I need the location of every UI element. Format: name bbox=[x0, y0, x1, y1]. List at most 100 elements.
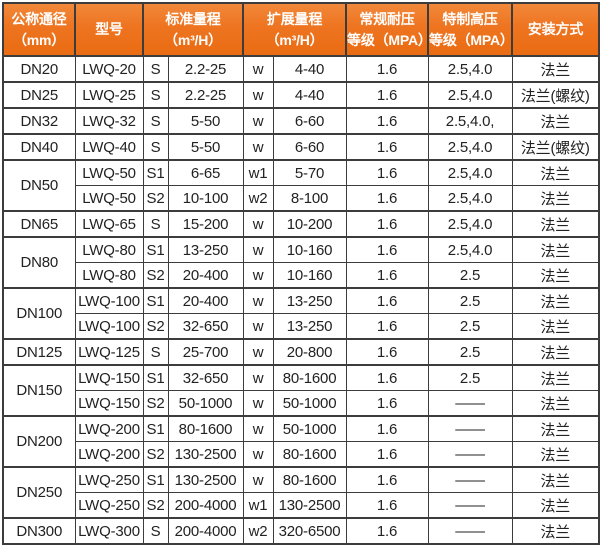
high-pressure-cell: —— bbox=[427, 441, 513, 468]
w-code-cell: w1 bbox=[242, 159, 274, 186]
model-cell: LWQ-300 bbox=[74, 517, 144, 545]
table-row: DN40 LWQ-40 S 5-50 w 6-60 1.6 2.5,4.0 法兰(螺纹) bbox=[2, 133, 600, 161]
high-pressure-cell: 2.5,4.0, bbox=[427, 107, 513, 135]
s-code-cell: S bbox=[142, 338, 169, 366]
standard-range-cell: 130-2500 bbox=[167, 441, 244, 468]
install-cell: 法兰(螺纹) bbox=[511, 81, 600, 109]
standard-range-cell: 5-50 bbox=[167, 133, 244, 161]
high-pressure-cell: 2.5,4.0 bbox=[427, 55, 513, 83]
standard-range-cell: 130-2500 bbox=[167, 466, 244, 493]
s-code-cell: S2 bbox=[142, 492, 169, 519]
column-header-high: 特制高压 等级（MPA） bbox=[427, 2, 514, 57]
high-pressure-cell: —— bbox=[427, 390, 513, 417]
standard-range-cell: 5-50 bbox=[167, 107, 244, 135]
high-pressure-cell: 2.5 bbox=[427, 364, 513, 391]
extended-range-cell: 10-160 bbox=[272, 262, 347, 289]
extended-range-cell: 13-250 bbox=[272, 287, 347, 314]
w-code-cell: w bbox=[242, 81, 274, 109]
dn-cell: DN25 bbox=[2, 81, 76, 109]
normal-pressure-cell: 1.6 bbox=[345, 517, 429, 545]
column-header-model: 型号 bbox=[74, 2, 144, 57]
dn-cell: DN250 bbox=[2, 466, 76, 519]
s-code-cell: S1 bbox=[142, 364, 169, 391]
w-code-cell: w bbox=[242, 107, 274, 135]
s-code-cell: S1 bbox=[142, 236, 169, 263]
standard-range-cell: 15-200 bbox=[167, 210, 244, 238]
header-row: 公称通径 （mm） 型号 标准量程 （m³/H） 扩展量程 （m³/H） 常规耐压 等级… bbox=[2, 2, 600, 57]
normal-pressure-cell: 1.6 bbox=[345, 287, 429, 314]
normal-pressure-cell: 1.6 bbox=[345, 338, 429, 366]
s-code-cell: S1 bbox=[142, 466, 169, 493]
high-pressure-cell: 2.5,4.0 bbox=[427, 133, 513, 161]
normal-pressure-cell: 1.6 bbox=[345, 390, 429, 417]
normal-pressure-cell: 1.6 bbox=[345, 262, 429, 289]
table-row: DN100 LWQ-100 S1 20-400 w 13-250 1.6 2.5 法兰 bbox=[2, 287, 600, 340]
model-cell: LWQ-80 bbox=[74, 236, 144, 263]
w-code-cell: w1 bbox=[242, 492, 274, 519]
model-cell: LWQ-250 bbox=[74, 492, 144, 519]
dn-cell: DN40 bbox=[2, 133, 76, 161]
high-pressure-cell: —— bbox=[427, 492, 513, 519]
w-code-cell: w bbox=[242, 390, 274, 417]
normal-pressure-cell: 1.6 bbox=[345, 185, 429, 212]
w-code-cell: w bbox=[242, 55, 274, 83]
install-cell: 法兰 bbox=[511, 390, 600, 417]
w-code-cell: w bbox=[242, 313, 274, 340]
table-row: LWQ-80 S2 20-400 w 10-160 1.6 2.5 法兰 bbox=[3, 262, 600, 289]
table-row: DN50 LWQ-50 S1 6-65 w1 5-70 1.6 2.5,4.0 法兰 bbox=[2, 159, 600, 212]
w-code-cell: w bbox=[242, 338, 274, 366]
w-code-cell: w bbox=[242, 466, 274, 493]
s-code-cell: S bbox=[142, 210, 169, 238]
standard-range-cell: 50-1000 bbox=[167, 390, 244, 417]
standard-range-cell: 2.2-25 bbox=[167, 81, 244, 109]
dn-cell: DN50 bbox=[2, 159, 76, 212]
extended-range-cell: 4-40 bbox=[272, 81, 347, 109]
table-row: LWQ-50 S2 10-100 w2 8-100 1.6 2.5,4.0 法兰 bbox=[3, 185, 600, 212]
install-cell: 法兰 bbox=[511, 210, 600, 238]
standard-range-cell: 200-4000 bbox=[167, 517, 244, 545]
normal-pressure-cell: 1.6 bbox=[345, 441, 429, 468]
w-code-cell: w bbox=[242, 441, 274, 468]
table-row: DN150 LWQ-150 S1 32-650 w 80-1600 1.6 2.5 法兰 bbox=[2, 364, 600, 417]
normal-pressure-cell: 1.6 bbox=[345, 81, 429, 109]
standard-range-cell: 2.2-25 bbox=[167, 55, 244, 83]
extended-range-cell: 4-40 bbox=[272, 55, 347, 83]
install-cell: 法兰 bbox=[511, 364, 600, 391]
column-header-ext: 扩展量程 （m³/H） bbox=[242, 2, 348, 57]
column-header-install: 安装方式 bbox=[511, 2, 600, 57]
model-cell: LWQ-20 bbox=[74, 55, 144, 83]
extended-range-cell: 8-100 bbox=[272, 185, 347, 212]
s-code-cell: S bbox=[142, 55, 169, 83]
normal-pressure-cell: 1.6 bbox=[345, 236, 429, 263]
extended-range-cell: 130-2500 bbox=[272, 492, 347, 519]
s-code-cell: S bbox=[142, 517, 169, 545]
standard-range-cell: 32-650 bbox=[167, 364, 244, 391]
install-cell: 法兰 bbox=[511, 441, 600, 468]
normal-pressure-cell: 1.6 bbox=[345, 210, 429, 238]
high-pressure-cell: —— bbox=[427, 466, 513, 493]
normal-pressure-cell: 1.6 bbox=[345, 415, 429, 442]
high-pressure-cell: —— bbox=[427, 517, 513, 545]
extended-range-cell: 80-1600 bbox=[272, 441, 347, 468]
dn-cell: DN65 bbox=[2, 210, 76, 238]
s-code-cell: S bbox=[142, 133, 169, 161]
normal-pressure-cell: 1.6 bbox=[345, 492, 429, 519]
s-code-cell: S1 bbox=[142, 159, 169, 186]
w-code-cell: w2 bbox=[242, 185, 274, 212]
column-header-normal: 常规耐压 等级（MPA） bbox=[345, 2, 430, 57]
normal-pressure-cell: 1.6 bbox=[345, 466, 429, 493]
install-cell: 法兰 bbox=[511, 466, 600, 493]
table-row: LWQ-250 S2 200-4000 w1 130-2500 1.6 —— 法兰 bbox=[3, 492, 600, 519]
table-row: DN80 LWQ-80 S1 13-250 w 10-160 1.6 2.5,4.0 法兰 bbox=[2, 236, 600, 289]
table-row: LWQ-200 S2 130-2500 w 80-1600 1.6 —— 法兰 bbox=[3, 441, 600, 468]
table-row: LWQ-150 S2 50-1000 w 50-1000 1.6 —— 法兰 bbox=[3, 390, 600, 417]
dn-cell: DN20 bbox=[2, 55, 76, 83]
w-code-cell: w2 bbox=[242, 517, 274, 545]
w-code-cell: w bbox=[242, 133, 274, 161]
install-cell: 法兰 bbox=[511, 517, 600, 545]
extended-range-cell: 6-60 bbox=[272, 133, 347, 161]
s-code-cell: S2 bbox=[142, 262, 169, 289]
dn-cell: DN300 bbox=[2, 517, 76, 545]
w-code-cell: w bbox=[242, 210, 274, 238]
s-code-cell: S2 bbox=[142, 390, 169, 417]
